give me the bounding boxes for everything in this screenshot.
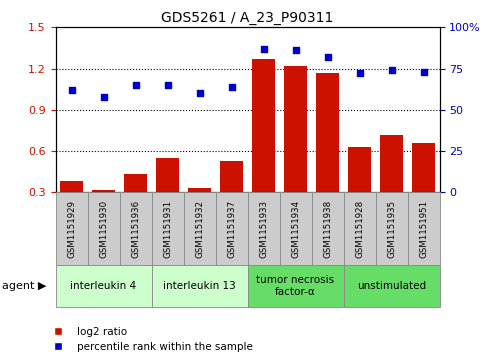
Bar <box>188 188 211 234</box>
Bar <box>348 147 371 234</box>
Point <box>164 82 171 88</box>
Point <box>324 54 331 60</box>
Point <box>292 48 299 53</box>
Bar <box>312 192 343 265</box>
Bar <box>316 73 339 234</box>
Point <box>420 69 427 75</box>
Bar <box>120 192 152 265</box>
Bar <box>152 265 248 307</box>
Point <box>99 94 107 99</box>
Bar <box>215 192 248 265</box>
Text: GSM1151934: GSM1151934 <box>291 200 300 258</box>
Bar <box>124 175 147 234</box>
Bar <box>56 265 152 307</box>
Bar <box>152 192 184 265</box>
Title: GDS5261 / A_23_P90311: GDS5261 / A_23_P90311 <box>161 11 334 25</box>
Text: interleukin 13: interleukin 13 <box>163 281 236 291</box>
Bar <box>60 182 83 234</box>
Text: GSM1151936: GSM1151936 <box>131 200 140 258</box>
Text: GSM1151931: GSM1151931 <box>163 200 172 258</box>
Text: GSM1151933: GSM1151933 <box>259 200 268 258</box>
Bar <box>284 66 307 234</box>
Bar <box>56 192 87 265</box>
Point <box>132 82 140 88</box>
Point <box>196 90 203 96</box>
Bar <box>184 192 215 265</box>
Text: GSM1151935: GSM1151935 <box>387 200 396 258</box>
Point <box>388 67 396 73</box>
Text: GSM1151938: GSM1151938 <box>323 200 332 258</box>
Bar <box>343 265 440 307</box>
Bar <box>280 192 312 265</box>
Bar <box>252 59 275 234</box>
Bar <box>248 265 343 307</box>
Point <box>355 70 363 76</box>
Text: GSM1151937: GSM1151937 <box>227 200 236 258</box>
Text: agent ▶: agent ▶ <box>2 281 47 291</box>
Bar <box>87 192 120 265</box>
Bar <box>412 143 435 234</box>
Bar <box>408 192 440 265</box>
Bar <box>380 135 403 234</box>
Text: GSM1151929: GSM1151929 <box>67 200 76 258</box>
Bar <box>343 192 376 265</box>
Point <box>260 46 268 52</box>
Point <box>68 87 75 93</box>
Text: GSM1151932: GSM1151932 <box>195 200 204 258</box>
Bar <box>248 192 280 265</box>
Legend: log2 ratio, percentile rank within the sample: log2 ratio, percentile rank within the s… <box>44 322 257 356</box>
Bar <box>156 158 179 234</box>
Text: GSM1151951: GSM1151951 <box>419 200 428 258</box>
Text: interleukin 4: interleukin 4 <box>71 281 137 291</box>
Bar <box>376 192 408 265</box>
Text: GSM1151928: GSM1151928 <box>355 200 364 258</box>
Text: GSM1151930: GSM1151930 <box>99 200 108 258</box>
Point <box>227 84 235 90</box>
Text: unstimulated: unstimulated <box>357 281 426 291</box>
Bar <box>92 189 115 234</box>
Text: tumor necrosis
factor-α: tumor necrosis factor-α <box>256 275 335 297</box>
Bar <box>220 161 243 234</box>
